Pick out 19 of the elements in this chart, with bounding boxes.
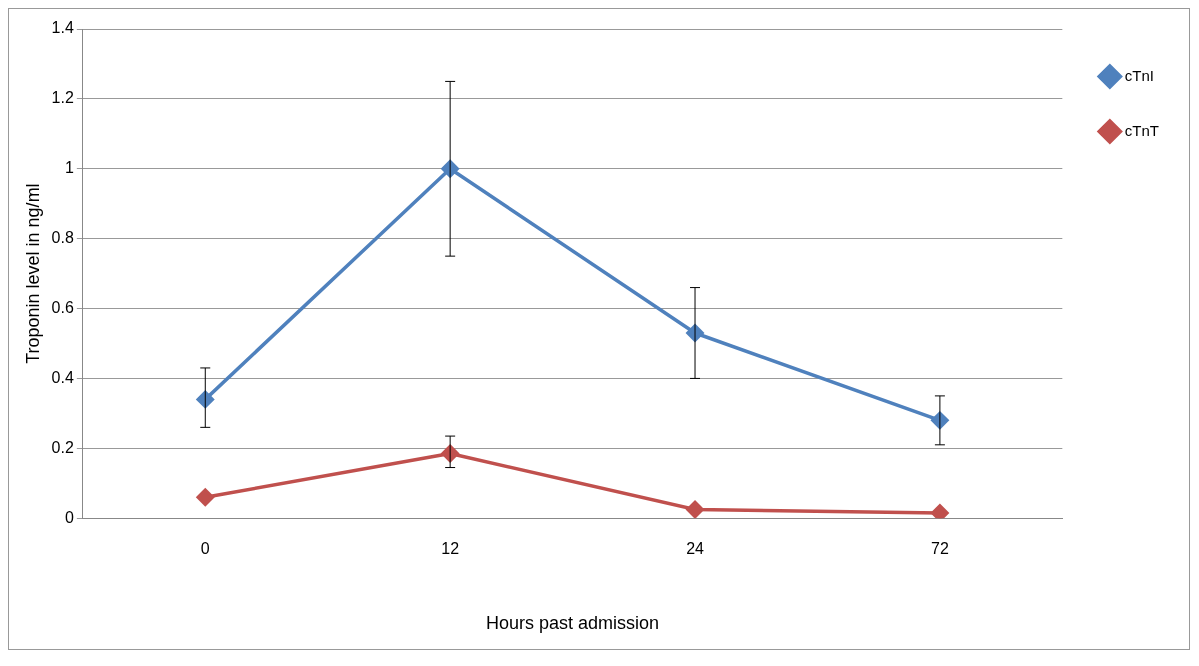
x-tick-label: 72 bbox=[931, 540, 949, 558]
x-tick-label: 24 bbox=[686, 540, 705, 558]
y-tick-label: 1.4 bbox=[51, 19, 74, 37]
x-axis-title: Hours past admission bbox=[486, 613, 660, 634]
y-tick-label: 0 bbox=[64, 508, 74, 526]
x-tick-label: 0 bbox=[200, 540, 210, 558]
y-tick-label: 1.2 bbox=[51, 89, 74, 107]
point bbox=[196, 488, 215, 506]
y-tick-label: 0.4 bbox=[51, 368, 74, 386]
point bbox=[931, 504, 949, 519]
y-tick-label: 0.2 bbox=[51, 438, 74, 456]
legend-label: cTnT bbox=[1124, 121, 1159, 139]
x-tick-label: 12 bbox=[441, 540, 460, 558]
y-tick-label: 0.6 bbox=[51, 298, 74, 316]
y-tick-label: 1 bbox=[64, 159, 74, 177]
y-axis-title: Troponin level in ng/ml bbox=[22, 183, 43, 364]
y-tick-label: 0.8 bbox=[51, 229, 74, 247]
point bbox=[686, 500, 704, 519]
legend-label: cTnI bbox=[1124, 66, 1155, 84]
